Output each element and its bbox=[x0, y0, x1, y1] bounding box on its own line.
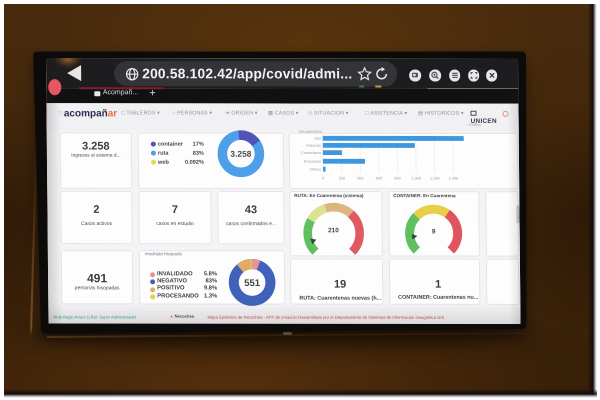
svg-text:1,000: 1,000 bbox=[411, 177, 421, 181]
svg-text:1,200: 1,200 bbox=[430, 177, 440, 181]
svg-text:Empresas: Empresas bbox=[304, 160, 321, 164]
svg-text:0: 0 bbox=[322, 176, 324, 180]
svg-text:3.258: 3.258 bbox=[230, 149, 251, 159]
svg-text:Aislando: Aislando bbox=[306, 144, 321, 148]
svg-text:551: 551 bbox=[244, 278, 261, 289]
svg-text:800: 800 bbox=[394, 177, 400, 181]
svg-text:Cuarentena: Cuarentena bbox=[301, 151, 322, 155]
svg-text:Alta: Alta bbox=[314, 137, 321, 141]
svg-text:400: 400 bbox=[357, 176, 363, 180]
svg-text:600: 600 bbox=[376, 177, 382, 181]
svg-text:200: 200 bbox=[339, 176, 345, 180]
svg-text:1,400: 1,400 bbox=[449, 177, 459, 181]
svg-text:Others: Others bbox=[310, 168, 322, 172]
